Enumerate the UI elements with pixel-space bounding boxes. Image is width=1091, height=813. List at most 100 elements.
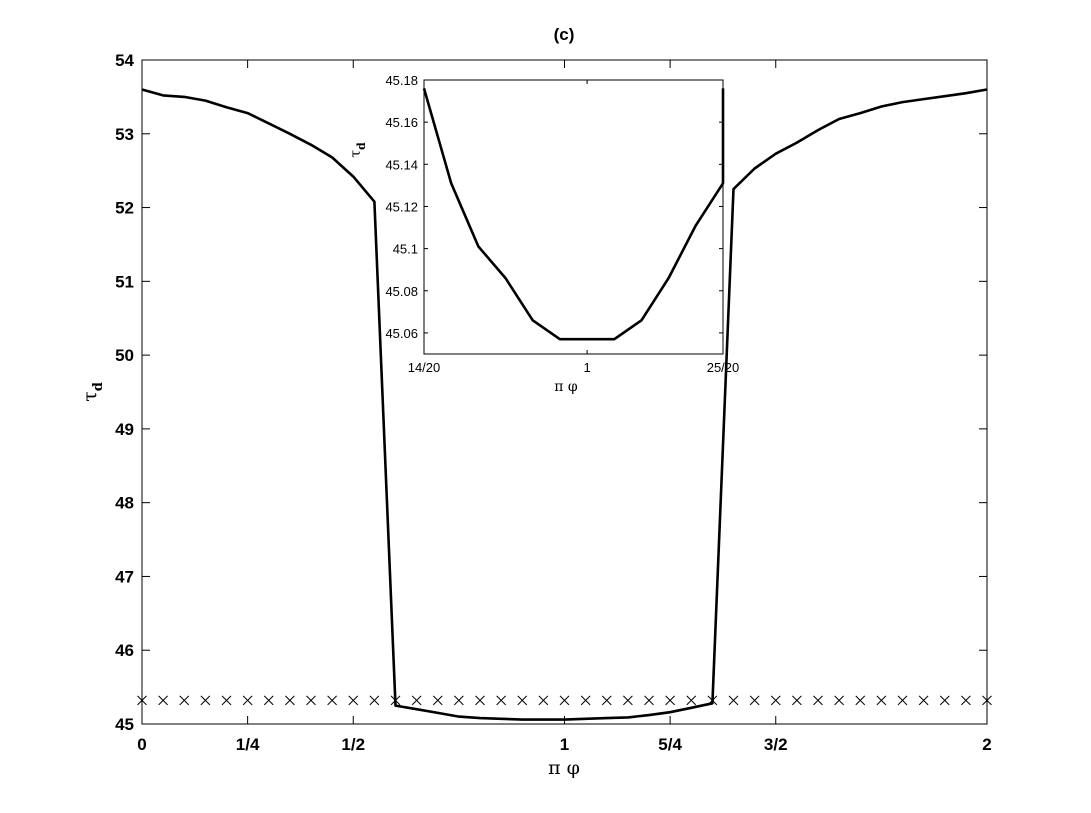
main-x-marker	[432, 695, 443, 706]
inset-background	[424, 80, 723, 354]
chart-title: (c)	[554, 25, 575, 44]
main-x-marker	[200, 695, 211, 706]
x-marker-stroke-b	[432, 695, 443, 706]
x-marker-stroke-b	[242, 695, 253, 706]
main-x-marker	[728, 695, 739, 706]
inset-y-tick-label: 45.06	[385, 326, 418, 341]
x-marker-stroke-b	[728, 695, 739, 706]
x-marker-stroke-b	[749, 695, 760, 706]
x-marker-stroke-b	[221, 695, 232, 706]
main-x-marker	[496, 695, 506, 706]
main-y-axis-label: τd	[79, 382, 106, 402]
x-marker-stroke-b	[475, 695, 485, 706]
inset-y-axis-label-subscript: d	[355, 142, 368, 150]
x-marker-stroke-b	[496, 695, 506, 706]
inset-y-tick-label: 45.16	[385, 115, 418, 130]
inset-y-tick-label: 45.1	[393, 242, 418, 257]
x-marker-stroke-b	[285, 695, 295, 706]
x-marker-stroke-b	[306, 695, 316, 706]
x-marker-stroke-b	[263, 695, 274, 706]
main-x-marker	[813, 695, 823, 706]
main-x-marker	[306, 695, 316, 706]
x-marker-stroke-b	[348, 695, 359, 706]
inset-y-axis-label-main: τ	[348, 150, 364, 158]
main-y-tick-label: 53	[115, 125, 134, 144]
main-x-marker	[792, 695, 802, 706]
x-marker-stroke-b	[834, 695, 844, 706]
main-x-marker	[475, 695, 485, 706]
main-x-marker	[770, 695, 781, 706]
main-x-tick-label: 5/4	[658, 735, 682, 754]
main-ticks: 0 1/4 1/2 1 5/4 3/2 2 45 46 47 48 49 50 51 52 53 54	[115, 51, 992, 754]
x-marker-stroke-b	[961, 695, 971, 706]
main-y-tick-label: 54	[115, 51, 134, 70]
inset-x-tick-label: 14/20	[408, 360, 441, 375]
main-x-marker	[327, 695, 337, 706]
x-marker-stroke-b	[623, 695, 633, 706]
main-x-marker	[918, 695, 929, 706]
x-marker-stroke-b	[580, 695, 591, 706]
x-marker-stroke-b	[792, 695, 802, 706]
main-x-marker	[390, 695, 401, 706]
main-x-marker	[369, 695, 380, 706]
main-x-marker	[897, 695, 908, 706]
main-x-tick-label: 0	[137, 735, 146, 754]
x-marker-stroke-b	[939, 695, 950, 706]
main-x-marker	[855, 695, 866, 706]
x-marker-stroke-b	[517, 695, 528, 706]
x-marker-stroke-b	[813, 695, 823, 706]
main-x-marker	[601, 695, 612, 706]
main-x-marker	[263, 695, 274, 706]
x-marker-stroke-b	[327, 695, 337, 706]
main-x-marker	[517, 695, 528, 706]
main-plot-frame	[141, 59, 988, 725]
main-y-tick-label: 50	[115, 346, 134, 365]
main-x-tick-label: 1/2	[341, 735, 365, 754]
main-x-marker	[939, 695, 950, 706]
main-x-marker	[834, 695, 844, 706]
x-marker-stroke-b	[390, 695, 401, 706]
x-marker-stroke-b	[158, 695, 168, 706]
inset-x-tick-label: 25/20	[707, 360, 740, 375]
x-marker-stroke-b	[686, 695, 697, 706]
main-x-marker	[580, 695, 591, 706]
main-x-marker	[454, 695, 464, 706]
main-x-marker	[876, 695, 887, 706]
x-marker-stroke-b	[876, 695, 887, 706]
main-y-tick-label: 52	[115, 199, 134, 218]
main-y-tick-label: 46	[115, 641, 134, 660]
main-x-tick-label: 1	[560, 735, 569, 754]
main-y-tick-label: 47	[115, 567, 134, 586]
main-x-marker	[559, 695, 570, 706]
inset-x-tick-label: 1	[583, 360, 590, 375]
main-x-marker	[242, 695, 253, 706]
inset-plot-frame	[423, 79, 724, 355]
x-marker-stroke-b	[918, 695, 929, 706]
main-y-tick-label: 48	[115, 494, 134, 513]
main-y-tick-label: 45	[115, 715, 134, 734]
x-marker-stroke-b	[897, 695, 908, 706]
x-marker-stroke-b	[855, 695, 866, 706]
main-series-line-0	[141, 88, 988, 721]
main-y-axis-label-group: τd	[79, 382, 106, 402]
main-x-marker	[221, 695, 232, 706]
main-marks	[137, 88, 992, 721]
main-x-marker	[623, 695, 633, 706]
x-marker-stroke-b	[644, 695, 654, 706]
x-marker-stroke-b	[559, 695, 570, 706]
inset-y-tick-label: 45.18	[385, 73, 418, 88]
main-y-tick-label: 49	[115, 420, 134, 439]
main-x-marker	[179, 695, 190, 706]
inset-ticks: 14/20 1 25/20 45.06 45.08 45.1 45.12 45.14 45.16…	[385, 73, 739, 375]
inset-y-tick-label: 45.08	[385, 284, 418, 299]
x-marker-stroke-b	[179, 695, 190, 706]
main-x-marker	[644, 695, 654, 706]
x-marker-stroke-b	[200, 695, 211, 706]
x-marker-stroke-b	[369, 695, 380, 706]
main-chart: (c) 0 1/4 1/2 1 5/4 3/2 245464748495051525354 …	[79, 25, 992, 779]
main-x-marker	[158, 695, 168, 706]
main-x-marker	[961, 695, 971, 706]
main-x-tick-label: 1/4	[236, 735, 260, 754]
inset-y-axis-label-group: τd	[348, 142, 368, 158]
